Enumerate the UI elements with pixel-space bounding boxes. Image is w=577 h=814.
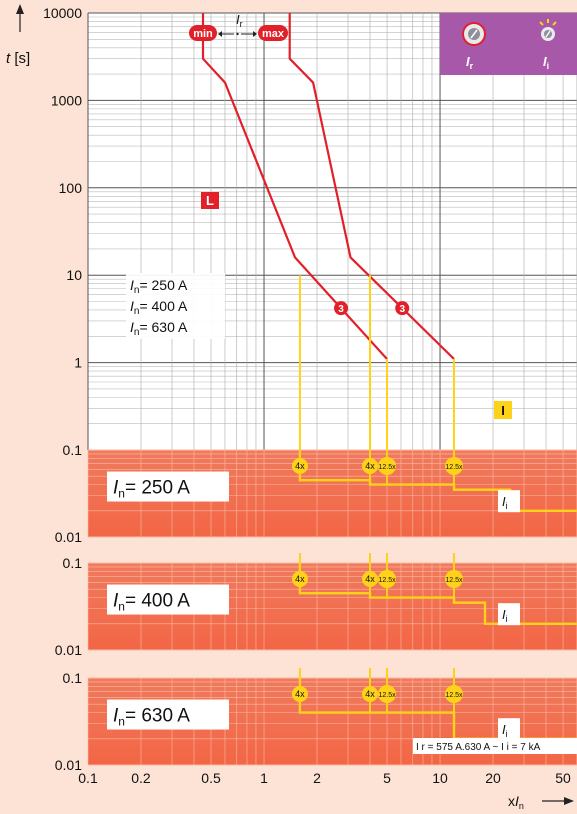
y-axis-label: t [s] bbox=[6, 50, 30, 67]
x-tick-label: 50 bbox=[555, 770, 571, 786]
selector-ii-label: Ii bbox=[543, 54, 549, 71]
multiplier-marker bbox=[444, 457, 463, 475]
x-axis-label: xIn bbox=[508, 793, 524, 811]
multiplier-marker-label: 4x bbox=[295, 689, 305, 699]
panel-rating-box bbox=[107, 699, 229, 730]
panel-ii-label: Ii bbox=[502, 722, 508, 739]
multiplier-marker-label: 4x bbox=[295, 574, 305, 584]
x-tick-label: 1 bbox=[260, 770, 268, 786]
x-tick-label: 20 bbox=[485, 770, 501, 786]
panel-rating-label: In= 400 A bbox=[113, 591, 190, 614]
setting-selector-box: Ir Ii bbox=[440, 13, 577, 75]
multiplier-marker bbox=[361, 458, 378, 474]
main-plot-area bbox=[88, 13, 577, 450]
curve-max bbox=[288, 13, 455, 360]
multiplier-marker bbox=[378, 685, 397, 703]
multiplier-marker-label: 12.5x bbox=[378, 464, 396, 471]
panel-rating-box bbox=[107, 471, 229, 502]
selector-ir-label: Ir bbox=[466, 54, 474, 71]
y-tick-label: 0.01 bbox=[55, 642, 82, 658]
panel-rating-label: In= 630 A bbox=[113, 706, 190, 729]
multiplier-marker bbox=[291, 686, 308, 702]
ii-dial-icon bbox=[539, 19, 557, 41]
curve-marker-3 bbox=[395, 301, 410, 316]
panel-rating-label: In= 250 A bbox=[113, 478, 190, 501]
panel-ii-label: Ii bbox=[502, 494, 508, 511]
max-badge bbox=[258, 25, 288, 41]
multiplier-marker-label: 12.5x bbox=[378, 692, 396, 699]
i-region-badge bbox=[494, 401, 512, 419]
panel-labels: In= 250 A Ii In= 400 A Ii In= 630 A Ii bbox=[107, 471, 520, 741]
rating-250: In= 250 A bbox=[130, 277, 188, 296]
x-tick-label: 10 bbox=[432, 770, 448, 786]
multiplier-marker bbox=[444, 685, 463, 703]
i-region-label: I bbox=[501, 403, 505, 418]
curve-marker-3 bbox=[334, 301, 349, 316]
panel-ii-label: Ii bbox=[502, 607, 508, 624]
multiplier-marker-label: 4x bbox=[365, 689, 375, 699]
y-tick-label: 0.1 bbox=[63, 555, 83, 571]
ir-range-indicator: min max Ir bbox=[189, 12, 288, 41]
multiplier-marker-label: 12.5x bbox=[445, 464, 463, 471]
multiplier-marker bbox=[378, 570, 397, 588]
multiplier-marker bbox=[378, 457, 397, 475]
ratings-legend: In= 250 A In= 400 A In= 630 A bbox=[126, 273, 225, 339]
multiplier-marker bbox=[291, 458, 308, 474]
panel-ii-box bbox=[498, 603, 520, 626]
y-tick-label: 10000 bbox=[43, 5, 82, 21]
y-tick-label: 10 bbox=[66, 267, 82, 283]
x-tick-label: 0.2 bbox=[131, 770, 151, 786]
x-tick-label: 0.1 bbox=[78, 770, 98, 786]
panel-ii-box bbox=[498, 718, 520, 741]
multiplier-marker bbox=[361, 571, 378, 587]
x-tick-label: 2 bbox=[313, 770, 321, 786]
footnote: I r = 575 A.630 A ~ I i = 7 kA bbox=[416, 742, 541, 753]
ir-dial-icon bbox=[462, 22, 486, 46]
x-tick-label: 5 bbox=[383, 770, 391, 786]
multiplier-marker-label: 4x bbox=[295, 461, 305, 471]
multiplier-marker bbox=[291, 571, 308, 587]
y-axis-arrow bbox=[16, 4, 24, 32]
max-badge-label: max bbox=[262, 28, 285, 40]
l-region-label: L bbox=[206, 193, 214, 208]
y-tick-label: 1 bbox=[74, 355, 82, 371]
curve-marker-label: 3 bbox=[399, 304, 405, 315]
panel-ii-box bbox=[498, 490, 520, 513]
multiplier-marker-label: 12.5x bbox=[378, 577, 396, 584]
y-tick-label: 0.1 bbox=[63, 670, 83, 686]
min-badge bbox=[189, 25, 217, 41]
multiplier-marker-label: 4x bbox=[365, 461, 375, 471]
rating-630: In= 630 A bbox=[130, 319, 188, 338]
trip-curves bbox=[201, 13, 455, 360]
curve-marker-label: 3 bbox=[338, 304, 344, 315]
y-tick-label: 1000 bbox=[51, 92, 82, 108]
y-tick-label: 0.01 bbox=[55, 529, 82, 545]
curve-min bbox=[201, 13, 388, 360]
main-plot-grid bbox=[87, 12, 577, 451]
multiplier-marker bbox=[444, 570, 463, 588]
multiplier-marker-label: 12.5x bbox=[445, 692, 463, 699]
multiplier-marker bbox=[361, 686, 378, 702]
x-tick-label: 0.5 bbox=[201, 770, 221, 786]
rating-400: In= 400 A bbox=[130, 298, 188, 317]
x-axis-arrow bbox=[542, 797, 574, 805]
l-region-badge bbox=[201, 192, 219, 209]
y-tick-label: 0.1 bbox=[63, 442, 83, 458]
ir-symbol: Ir bbox=[236, 12, 243, 29]
panel-trip-line-1 bbox=[298, 563, 577, 625]
multiplier-marker-label: 12.5x bbox=[445, 577, 463, 584]
y-tick-label: 100 bbox=[59, 180, 83, 196]
panel-rating-box bbox=[107, 584, 229, 615]
multiplier-marker-label: 4x bbox=[365, 574, 375, 584]
footnote-box bbox=[413, 738, 577, 754]
y-tick-label: 0.01 bbox=[55, 757, 82, 773]
min-badge-label: min bbox=[193, 28, 213, 40]
